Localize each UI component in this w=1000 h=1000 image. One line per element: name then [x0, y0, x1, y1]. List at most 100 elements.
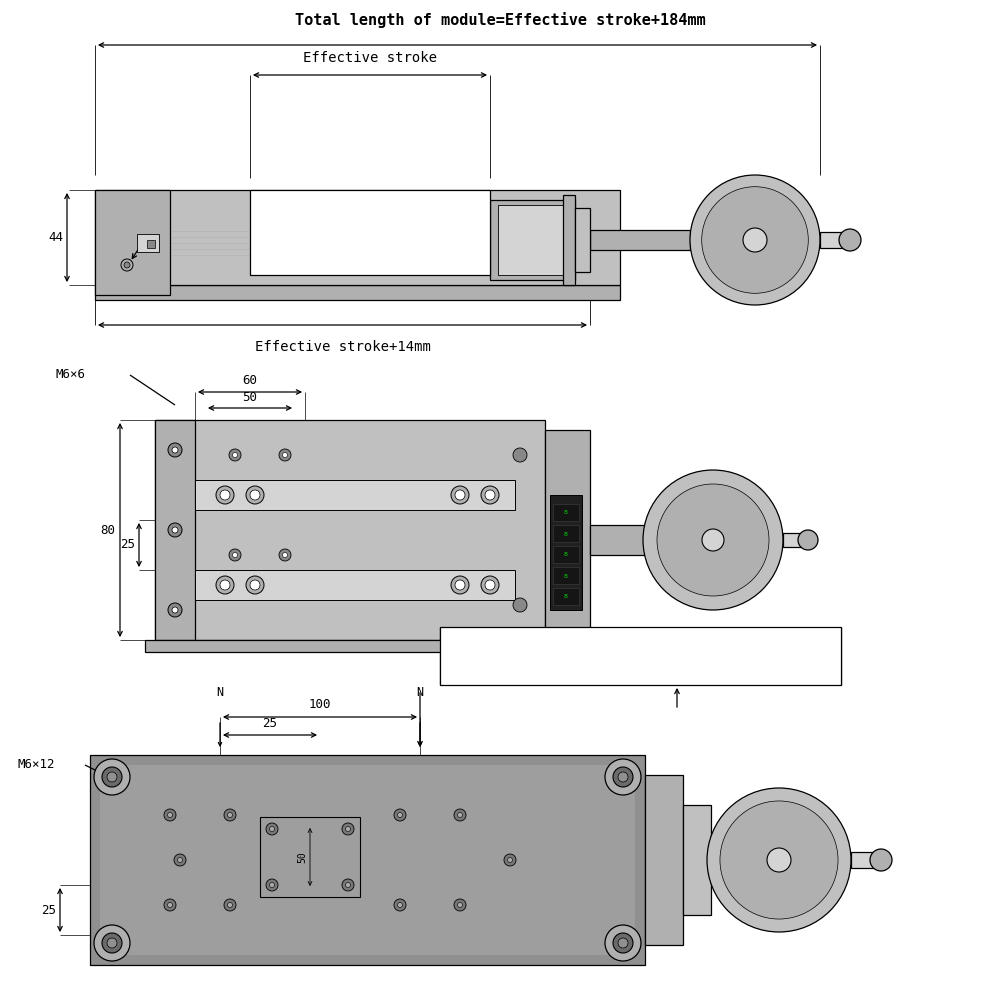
Circle shape	[164, 809, 176, 821]
Text: M6×12: M6×12	[18, 758, 56, 772]
Circle shape	[168, 603, 182, 617]
Circle shape	[220, 490, 230, 500]
Circle shape	[454, 809, 466, 821]
Circle shape	[250, 580, 260, 590]
Circle shape	[107, 772, 117, 782]
Text: 250MM: 250MM	[747, 665, 779, 675]
Circle shape	[618, 938, 628, 948]
Bar	[498, 205, 563, 275]
Circle shape	[283, 552, 288, 558]
Bar	[95, 190, 170, 295]
Circle shape	[798, 530, 818, 550]
Bar	[90, 755, 645, 965]
Bar	[260, 817, 360, 897]
Circle shape	[342, 879, 354, 891]
Bar	[195, 480, 515, 510]
Text: 25: 25	[41, 904, 56, 916]
Circle shape	[168, 902, 173, 908]
Circle shape	[164, 899, 176, 911]
Circle shape	[270, 826, 274, 832]
Circle shape	[513, 598, 527, 612]
Circle shape	[618, 772, 628, 782]
Circle shape	[707, 788, 851, 932]
Circle shape	[613, 933, 633, 953]
Circle shape	[124, 262, 130, 268]
Circle shape	[224, 899, 236, 911]
Bar	[820, 232, 855, 248]
Circle shape	[657, 484, 769, 596]
Bar	[545, 430, 590, 630]
Bar	[553, 567, 579, 584]
Circle shape	[250, 490, 260, 500]
Circle shape	[168, 523, 182, 537]
Circle shape	[228, 902, 232, 908]
Text: 8: 8	[564, 510, 568, 516]
Bar	[645, 775, 683, 945]
Circle shape	[458, 902, 462, 908]
Bar	[553, 504, 579, 521]
Bar	[575, 208, 590, 272]
Circle shape	[172, 447, 178, 453]
Text: 50MM: 50MM	[650, 636, 674, 646]
Circle shape	[767, 848, 791, 872]
Circle shape	[451, 576, 469, 594]
Bar	[440, 627, 841, 685]
Bar	[553, 588, 579, 605]
Text: M6×6: M6×6	[55, 368, 85, 381]
Text: 75MM: 75MM	[700, 636, 724, 646]
Text: 44: 44	[48, 231, 63, 244]
Circle shape	[270, 882, 274, 888]
Circle shape	[168, 812, 173, 818]
Circle shape	[508, 857, 512, 862]
Circle shape	[481, 576, 499, 594]
Bar	[553, 546, 579, 563]
Circle shape	[266, 823, 278, 835]
Bar	[590, 230, 690, 250]
Bar	[155, 420, 195, 640]
Text: 100MM: 100MM	[747, 636, 779, 646]
Text: 8: 8	[564, 574, 568, 578]
Circle shape	[605, 759, 641, 795]
Circle shape	[266, 879, 278, 891]
Text: Effective stroke: Effective stroke	[440, 665, 540, 675]
Text: 200MM: 200MM	[696, 665, 728, 675]
Circle shape	[107, 938, 117, 948]
Bar	[147, 240, 155, 248]
Bar	[490, 200, 575, 280]
Text: Effective stroke: Effective stroke	[303, 51, 437, 65]
Circle shape	[346, 882, 351, 888]
Text: N: N	[416, 686, 424, 699]
Bar	[145, 640, 555, 652]
Text: 80: 80	[100, 524, 115, 536]
Circle shape	[454, 899, 466, 911]
Circle shape	[94, 925, 130, 961]
Text: 50: 50	[242, 391, 258, 404]
Circle shape	[485, 490, 495, 500]
Circle shape	[342, 823, 354, 835]
Circle shape	[481, 486, 499, 504]
Text: 0MM: 0MM	[554, 636, 573, 646]
Circle shape	[643, 470, 783, 610]
Text: Effective stroke+14mm: Effective stroke+14mm	[255, 340, 430, 354]
Circle shape	[702, 529, 724, 551]
Circle shape	[279, 449, 291, 461]
Text: 25MM: 25MM	[600, 636, 624, 646]
Text: 300MM: 300MM	[799, 665, 831, 675]
Circle shape	[172, 607, 178, 613]
Circle shape	[172, 527, 178, 533]
Circle shape	[720, 801, 838, 919]
Bar	[155, 420, 545, 640]
Bar	[137, 234, 159, 252]
Bar	[563, 195, 575, 285]
Circle shape	[232, 452, 238, 458]
Text: 8: 8	[564, 594, 568, 599]
Circle shape	[283, 452, 288, 458]
Text: Total length of module=Effective stroke+184mm: Total length of module=Effective stroke+…	[295, 12, 705, 28]
Circle shape	[398, 902, 402, 908]
Circle shape	[178, 857, 182, 862]
Text: 8: 8	[564, 552, 568, 558]
Text: 8: 8	[564, 532, 568, 536]
Circle shape	[398, 812, 402, 818]
Bar	[95, 190, 620, 285]
Text: 25: 25	[262, 717, 278, 730]
